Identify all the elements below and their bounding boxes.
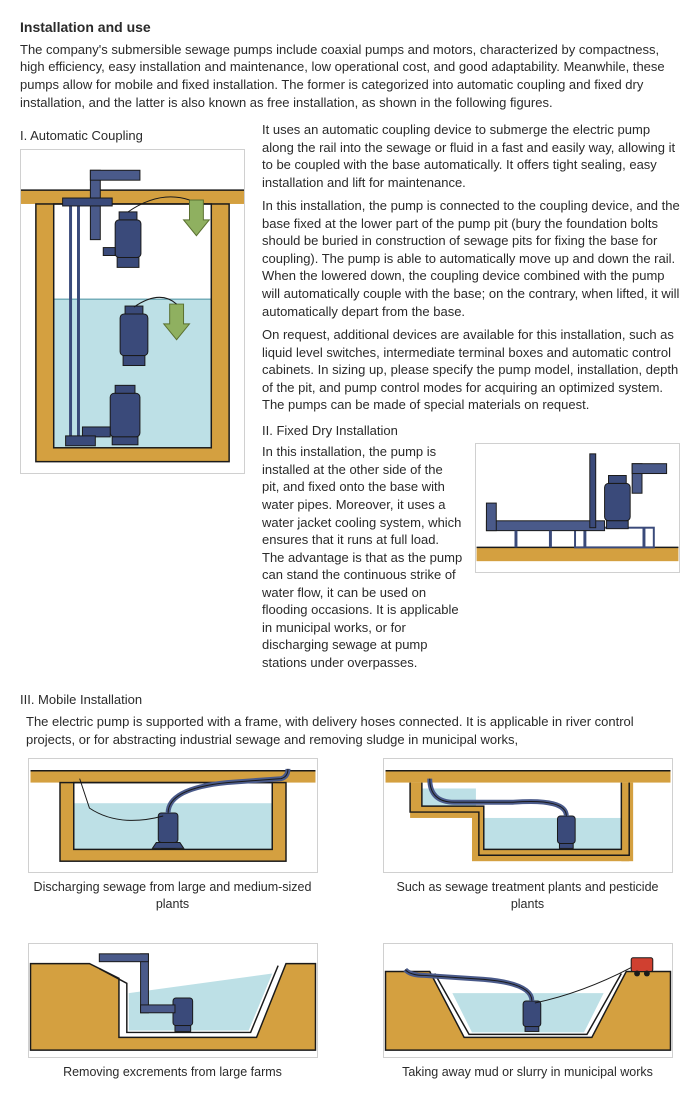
caption-a: Discharging sewage from large and medium… — [28, 879, 318, 913]
figure-mobile-a — [28, 758, 318, 873]
section1-p1: It uses an automatic coupling device to … — [262, 121, 680, 191]
section2-p1: In this installation, the pump is instal… — [262, 443, 463, 671]
intro-text: The company's submersible sewage pumps i… — [20, 41, 680, 111]
caption-c: Removing excrements from large farms — [28, 1064, 318, 1081]
caption-d: Taking away mud or slurry in municipal w… — [383, 1064, 673, 1081]
figure-mobile-d — [383, 943, 673, 1058]
page-title: Installation and use — [20, 18, 680, 37]
section1-p2: In this installation, the pump is connec… — [262, 197, 680, 320]
section3-heading: III. Mobile Installation — [20, 691, 680, 709]
section3-p1: The electric pump is supported with a fr… — [26, 713, 680, 748]
figure-mobile-c — [28, 943, 318, 1058]
figure-automatic-coupling — [20, 149, 245, 474]
figure-fixed-dry — [475, 443, 680, 573]
figure-mobile-b — [383, 758, 673, 873]
section1-p3: On request, additional devices are avail… — [262, 326, 680, 414]
caption-b: Such as sewage treatment plants and pest… — [383, 879, 673, 913]
section1-heading: I. Automatic Coupling — [20, 127, 250, 145]
section2-heading: II. Fixed Dry Installation — [262, 422, 680, 440]
